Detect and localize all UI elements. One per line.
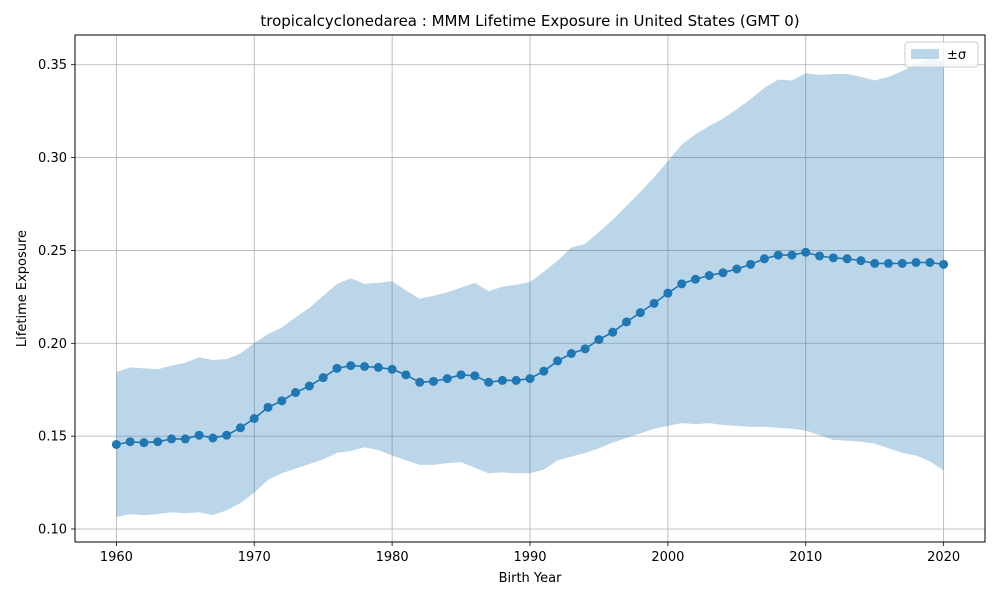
std-band bbox=[116, 59, 944, 517]
data-point-2012 bbox=[828, 253, 838, 263]
data-point-2008 bbox=[773, 250, 783, 260]
data-point-1977 bbox=[346, 361, 356, 371]
data-point-1974 bbox=[304, 381, 314, 391]
x-tick-label: 1980 bbox=[376, 550, 409, 565]
data-point-1987 bbox=[484, 377, 494, 387]
data-point-1991 bbox=[539, 366, 549, 376]
x-tick-label: 2000 bbox=[651, 550, 684, 565]
data-point-1982 bbox=[415, 377, 425, 387]
legend-swatch-band bbox=[911, 49, 939, 59]
data-point-2020 bbox=[939, 259, 949, 269]
y-tick-label: 0.20 bbox=[38, 337, 67, 352]
data-point-2011 bbox=[815, 251, 825, 261]
data-point-2000 bbox=[663, 288, 673, 298]
y-axis-label: Lifetime Exposure bbox=[15, 230, 30, 347]
data-point-1989 bbox=[511, 375, 521, 385]
data-point-2014 bbox=[856, 256, 866, 266]
x-axis-label: Birth Year bbox=[499, 571, 563, 586]
y-ticks: 0.10 0.15 0.20 0.25 0.30 0.35 bbox=[38, 58, 75, 538]
data-point-2010 bbox=[801, 247, 811, 257]
data-point-2009 bbox=[787, 250, 797, 260]
data-point-2019 bbox=[925, 258, 935, 267]
data-point-2018 bbox=[911, 258, 921, 267]
y-tick-label: 0.10 bbox=[38, 523, 67, 538]
data-point-1971 bbox=[263, 402, 273, 412]
data-point-2015 bbox=[870, 258, 880, 268]
data-point-1988 bbox=[497, 375, 507, 385]
x-tick-label: 2020 bbox=[927, 550, 960, 565]
data-point-2002 bbox=[690, 274, 700, 284]
data-point-1972 bbox=[277, 396, 287, 406]
data-point-1992 bbox=[553, 356, 563, 366]
data-point-1995 bbox=[594, 335, 604, 345]
data-point-1975 bbox=[318, 373, 328, 383]
chart-title: tropicalcyclonedarea : MMM Lifetime Expo… bbox=[260, 12, 799, 30]
y-tick-label: 0.35 bbox=[38, 58, 67, 73]
data-point-2007 bbox=[759, 254, 769, 264]
data-point-1996 bbox=[608, 327, 618, 337]
points-layer bbox=[111, 247, 949, 449]
data-point-1993 bbox=[566, 349, 576, 358]
y-tick-label: 0.25 bbox=[38, 244, 67, 259]
data-point-1978 bbox=[360, 362, 370, 371]
data-point-1994 bbox=[580, 344, 590, 354]
y-tick-label: 0.15 bbox=[38, 430, 67, 445]
data-point-1967 bbox=[208, 433, 218, 443]
data-point-1964 bbox=[167, 434, 177, 444]
data-point-1961 bbox=[125, 437, 135, 447]
data-point-1985 bbox=[456, 370, 466, 380]
data-point-1973 bbox=[291, 388, 301, 397]
data-point-1990 bbox=[525, 374, 535, 384]
data-point-1976 bbox=[332, 363, 342, 373]
data-point-1960 bbox=[111, 440, 121, 449]
legend: ±σ bbox=[904, 41, 979, 68]
data-point-1980 bbox=[387, 364, 397, 374]
data-point-2005 bbox=[732, 264, 742, 274]
data-point-1981 bbox=[401, 370, 411, 380]
y-tick-label: 0.30 bbox=[38, 151, 67, 166]
data-point-1962 bbox=[139, 438, 149, 448]
data-point-2017 bbox=[897, 258, 907, 268]
data-point-2016 bbox=[883, 258, 893, 268]
data-point-2006 bbox=[746, 259, 756, 269]
data-point-1984 bbox=[442, 374, 452, 384]
data-point-1969 bbox=[235, 423, 245, 433]
data-point-1970 bbox=[249, 414, 259, 423]
x-tick-label: 1990 bbox=[513, 550, 546, 565]
data-point-1983 bbox=[428, 376, 438, 386]
data-point-2004 bbox=[718, 268, 728, 278]
data-point-2013 bbox=[842, 254, 852, 264]
x-tick-label: 2010 bbox=[789, 550, 822, 565]
data-point-1999 bbox=[649, 298, 659, 308]
x-ticks: 1960 1970 1980 1990 2000 2010 2020 bbox=[100, 542, 960, 565]
x-tick-label: 1960 bbox=[100, 550, 133, 565]
data-point-1965 bbox=[180, 434, 190, 444]
data-point-1997 bbox=[622, 317, 632, 327]
data-point-1968 bbox=[222, 430, 232, 440]
legend-box bbox=[904, 41, 979, 68]
data-point-1966 bbox=[194, 430, 204, 440]
x-tick-label: 1970 bbox=[238, 550, 271, 565]
data-point-2003 bbox=[704, 271, 714, 280]
legend-label-band: ±σ bbox=[947, 48, 966, 63]
data-point-1979 bbox=[373, 362, 383, 372]
data-point-2001 bbox=[677, 279, 687, 289]
data-point-1963 bbox=[153, 437, 163, 447]
data-point-1986 bbox=[470, 371, 480, 381]
data-point-1998 bbox=[635, 308, 645, 318]
band-layer bbox=[116, 59, 944, 517]
